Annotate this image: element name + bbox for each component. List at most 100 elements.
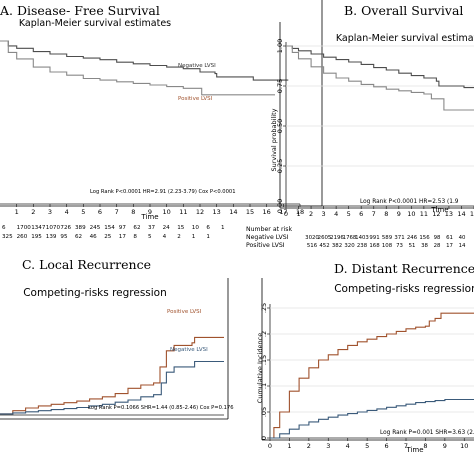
- chart-d-x-tick-label: 6: [385, 442, 389, 450]
- chart-b-annotation: Log Rank P<0.0001 HR=2.53 (1.9: [360, 199, 459, 205]
- chart-b-risk-cell: 238: [357, 243, 368, 249]
- chart-b-x-tick-label: 14: [457, 210, 465, 218]
- chart-a-risk-cell: 1347: [31, 225, 46, 231]
- chart-a-x-tick-label: 4: [65, 208, 69, 216]
- chart-a-risk-cell: 139: [46, 234, 57, 240]
- chart-b-risk-cell: 98: [434, 235, 441, 241]
- chart-a-risk-cell: 6: [206, 225, 210, 231]
- chart-b-risk-cell: 2196: [330, 235, 344, 241]
- chart-b-risk-cell: 320: [344, 243, 355, 249]
- chart-a-risk-cell: 62: [133, 225, 140, 231]
- chart-b-x-tick-label: 6: [359, 210, 363, 218]
- chart-b-risk-row-label: Positive LVSI: [246, 242, 285, 249]
- chart-a-x-tick-label: 15: [246, 208, 254, 216]
- chart-d-x-tick-label: 3: [326, 442, 330, 450]
- chart-a-risk-cell: 10: [192, 225, 200, 231]
- chart-a-x-tick-label: 18: [296, 208, 304, 216]
- chart-a-risk-cell: 8: [133, 234, 137, 240]
- chart-b-x-tick-label: 3: [322, 210, 326, 218]
- chart-b-risk-cell: 168: [369, 243, 380, 249]
- chart-a-x-tick-label: 6: [98, 208, 102, 216]
- chart-a-x-tick-label: 1: [15, 208, 19, 216]
- chart-b-risk-row-label: Negative LVSI: [246, 234, 289, 241]
- chart-d-x-tick-label: 5: [365, 442, 369, 450]
- chart-d-y-tick-label: .25: [260, 303, 268, 313]
- chart-d-x-tick-label: 0: [268, 442, 272, 450]
- chart-a-x-tick-label: 2: [31, 208, 35, 216]
- chart-b-x-tick-label: 9: [397, 210, 401, 218]
- chart-d-x-tick-label: 10: [460, 442, 468, 450]
- chart-a-series-b-line: [0, 40, 275, 96]
- chart-c-series-label: Negative LVSI: [170, 347, 208, 353]
- chart-c-series-a-line: [0, 336, 224, 415]
- chart-d-y-tick-label: .1: [260, 383, 268, 389]
- chart-d-y-tick-label: 0: [260, 436, 268, 440]
- panel-d-title: D. Distant Recurrence: [334, 261, 474, 276]
- chart-d-annotation: Log Rank P=0.001 SHR=3.63 (2.: [380, 430, 474, 436]
- chart-b-risk-cell: 589: [382, 235, 393, 241]
- chart-b-risk-cell: 516: [307, 243, 318, 249]
- chart-b-x-tick-label: 8: [384, 210, 388, 218]
- chart-a-x-tick-label: 12: [196, 208, 204, 216]
- chart-b-risk-cell: 73: [396, 243, 403, 249]
- chart-b-risk-cell: 1768: [343, 235, 357, 241]
- chart-a-x-tick-label: 8: [131, 208, 135, 216]
- chart-a-risk-cell: 1: [221, 225, 225, 231]
- chart-a-risk-cell: 1: [192, 234, 196, 240]
- chart-d-y-tick-label: .05: [260, 407, 268, 417]
- chart-a-x-tick-label: 11: [179, 208, 187, 216]
- chart-a-risk-cell: 17: [119, 234, 127, 240]
- chart-a-series-label: Negative LVSI: [178, 63, 216, 69]
- chart-d-x-tick-label: 1: [287, 442, 291, 450]
- chart-b-risk-cell: 17: [446, 243, 453, 249]
- chart-a-risk-cell: 6: [2, 225, 6, 231]
- chart-b-x-tick-label: 0: [284, 210, 288, 218]
- chart-d-x-tick-label: 9: [443, 442, 447, 450]
- chart-a-risk-cell: 1070: [46, 225, 61, 231]
- chart-b-x-tick-label: 11: [420, 210, 428, 218]
- chart-b-x-tick-label: 7: [372, 210, 376, 218]
- chart-b-y-tick-label: 0.75: [276, 79, 284, 93]
- chart-a-risk-cell: 2: [177, 234, 181, 240]
- chart-b-risk-cell: 371: [394, 235, 404, 241]
- chart-b-x-tick-label: 13: [445, 210, 453, 218]
- chart-b-xlabel: Time: [430, 206, 448, 214]
- chart-b-risk-cell: 991: [369, 235, 379, 241]
- chart-b-risk-cell: 28: [434, 243, 441, 249]
- chart-b-series-b-line: [286, 45, 474, 111]
- panel-c-title: C. Local Recurrence: [22, 257, 151, 272]
- chart-a-risk-cell: 37: [148, 225, 156, 231]
- chart-b-x-tick-label: 15: [470, 210, 474, 218]
- chart-a-risk-cell: 195: [31, 234, 42, 240]
- chart-b-risk-header: Number at risk: [246, 226, 292, 233]
- chart-a-xlabel: Time: [140, 213, 158, 221]
- chart-c-series-label: Positive LVSI: [167, 309, 202, 315]
- chart-a-risk-cell: 5: [148, 234, 152, 240]
- chart-a-x-tick-label: 5: [81, 208, 85, 216]
- chart-a-risk-cell: 1: [206, 234, 210, 240]
- chart-c-annotation: Log Rank P=0.1066 SHR=1.44 (0.85-2.46) C…: [88, 405, 234, 411]
- chart-a-x-tick-label: 17: [279, 208, 287, 216]
- chart-a-x-tick-label: 7: [115, 208, 119, 216]
- chart-b-x-tick-label: 12: [432, 210, 440, 218]
- chart-b-x-tick-label: 4: [334, 210, 338, 218]
- chart-b-risk-cell: 38: [421, 243, 428, 249]
- chart-b-risk-cell: 452: [319, 243, 329, 249]
- chart-d-x-tick-label: 8: [423, 442, 427, 450]
- chart-a-x-tick-label: 9: [148, 208, 152, 216]
- chart-b-x-tick-label: 10: [407, 210, 415, 218]
- chart-b-ylabel: Survival probability: [270, 108, 278, 171]
- chart-b-risk-cell: 156: [419, 235, 430, 241]
- chart-d-x-tick-label: 2: [307, 442, 311, 450]
- chart-a-risk-cell: 245: [90, 225, 101, 231]
- chart-a-risk-cell: 260: [17, 234, 28, 240]
- chart-a-risk-cell: 154: [104, 225, 115, 231]
- chart-b-risk-cell: 246: [407, 235, 418, 241]
- chart-d-series-a-line: [270, 312, 474, 439]
- chart-a-risk-cell: 389: [75, 225, 86, 231]
- chart-a-risk-cell: 46: [90, 234, 98, 240]
- chart-a-title: Kaplan-Meier survival estimates: [19, 18, 171, 29]
- chart-d-y-tick-label: .15: [260, 355, 268, 365]
- chart-c-series-b-line: [0, 360, 224, 415]
